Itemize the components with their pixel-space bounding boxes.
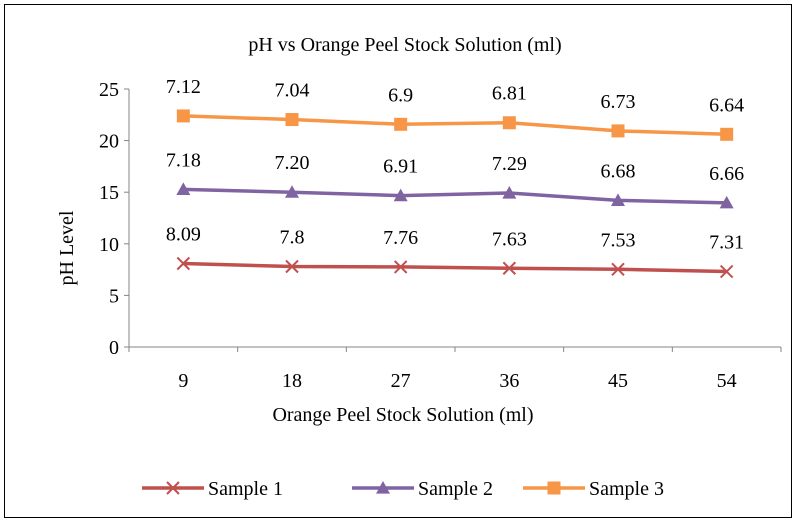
- x-tick-label: 45: [608, 370, 628, 392]
- series-1: 8.09 7.8 7.76 7.63 7.53 7.31: [166, 224, 744, 279]
- data-label: 7.29: [492, 153, 527, 175]
- y-tick-label: 15: [99, 182, 119, 204]
- data-point: [502, 261, 517, 275]
- y-tick-label: 0: [109, 337, 119, 359]
- data-point: [393, 188, 408, 202]
- line-chart: pH vs Orange Peel Stock Solution (ml) pH…: [56, 34, 782, 500]
- data-label: 7.76: [383, 227, 418, 249]
- data-point: [502, 116, 516, 130]
- data-point: [176, 109, 190, 123]
- x-tick-label: 36: [499, 370, 519, 392]
- data-label: 7.04: [275, 80, 310, 102]
- x-tick-label: 54: [717, 370, 737, 392]
- data-point: [502, 186, 517, 199]
- legend: Sample 1 Sample 2 Sample 3: [142, 478, 664, 500]
- legend-marker: [166, 481, 180, 495]
- series-layer: 8.09 7.8 7.76 7.63 7.53 7.31 7.18 7.20 6.91 7.29 6…: [166, 76, 744, 279]
- data-point: [719, 195, 734, 209]
- data-label: 6.9: [388, 84, 413, 106]
- x-tick-label: 27: [391, 370, 411, 392]
- data-point: [720, 127, 734, 141]
- legend-label: Sample 1: [208, 478, 283, 500]
- series-line: [183, 261, 727, 274]
- series-2: 7.18 7.20 6.91 7.29 6.68 6.66: [166, 149, 744, 209]
- data-label: 7.53: [601, 229, 636, 251]
- data-label: 7.8: [280, 227, 305, 249]
- series-line: [183, 187, 727, 205]
- x-tick-label: 9: [178, 370, 188, 392]
- data-label: 6.81: [492, 83, 527, 105]
- data-point: [719, 264, 734, 279]
- data-label: 6.73: [601, 91, 636, 113]
- data-point: [176, 182, 191, 196]
- series-3: 7.12 7.04 6.9 6.81 6.73 6.64: [166, 76, 744, 141]
- data-point: [611, 262, 625, 276]
- axes: 0 5 10 15 20 25 9 18 27 36 45 54: [99, 79, 782, 392]
- data-point: [393, 260, 408, 274]
- x-axis-label: Orange Peel Stock Solution (ml): [272, 404, 533, 426]
- data-label: 7.63: [492, 228, 527, 250]
- x-tick-label: 18: [282, 370, 302, 392]
- data-label: 7.18: [166, 149, 201, 171]
- series-line: [183, 114, 727, 137]
- data-point: [176, 256, 191, 271]
- y-tick-label: 20: [99, 131, 119, 153]
- data-label: 8.09: [166, 224, 201, 246]
- y-axis-label: pH Level: [56, 210, 78, 285]
- data-point: [285, 185, 299, 198]
- data-point: [611, 124, 625, 138]
- y-tick-label: 5: [109, 285, 119, 307]
- data-point: [285, 113, 299, 127]
- legend-label: Sample 2: [418, 478, 493, 500]
- legend-item-2: Sample 2: [352, 478, 493, 500]
- legend-marker: [547, 481, 561, 495]
- data-label: 6.64: [709, 94, 744, 116]
- y-tick-label: 25: [99, 79, 119, 101]
- data-label: 7.20: [275, 152, 310, 174]
- data-label: 6.91: [383, 156, 418, 178]
- legend-label: Sample 3: [589, 478, 664, 500]
- legend-item-1: Sample 1: [142, 478, 283, 500]
- data-point: [394, 117, 408, 131]
- chart-frame: pH vs Orange Peel Stock Solution (ml) pH…: [4, 4, 792, 518]
- y-tick-label: 10: [99, 234, 119, 256]
- chart-title: pH vs Orange Peel Stock Solution (ml): [248, 34, 561, 56]
- legend-item-3: Sample 3: [523, 478, 664, 500]
- data-label: 7.31: [709, 232, 744, 254]
- legend-marker: [376, 481, 390, 494]
- data-point: [285, 259, 299, 274]
- data-label: 6.68: [601, 160, 636, 182]
- data-label: 7.12: [166, 76, 201, 98]
- data-point: [611, 193, 625, 206]
- data-label: 6.66: [709, 163, 744, 185]
